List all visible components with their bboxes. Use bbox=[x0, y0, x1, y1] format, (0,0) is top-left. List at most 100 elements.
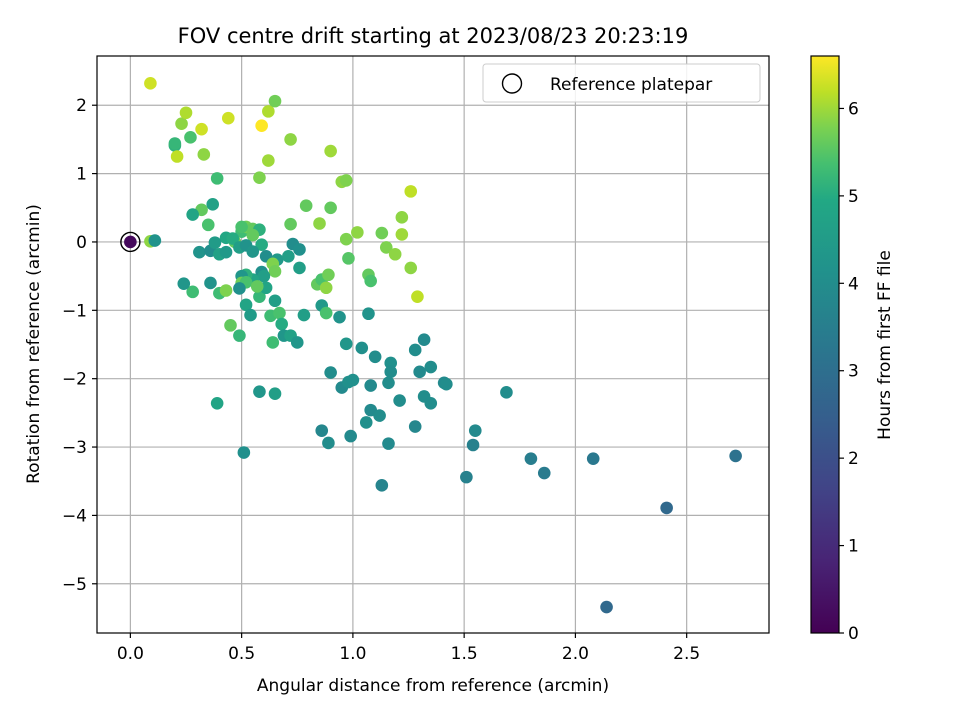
reference-marker-icon bbox=[120, 231, 141, 253]
data-point bbox=[600, 600, 613, 614]
data-point bbox=[275, 317, 288, 331]
data-point bbox=[344, 429, 357, 443]
data-point bbox=[359, 416, 373, 429]
data-point bbox=[293, 243, 306, 256]
data-point bbox=[322, 268, 335, 282]
y-tick-label: −3 bbox=[62, 438, 87, 458]
data-point bbox=[253, 171, 266, 184]
reference-point bbox=[124, 235, 137, 249]
data-point bbox=[440, 377, 453, 391]
data-point bbox=[290, 336, 304, 349]
data-point bbox=[384, 365, 398, 379]
data-point bbox=[408, 420, 422, 433]
data-point bbox=[382, 437, 395, 450]
grid bbox=[97, 56, 769, 633]
y-tick-label: −4 bbox=[62, 506, 87, 526]
data-point bbox=[333, 310, 346, 324]
colorbar-gradient bbox=[811, 56, 839, 633]
colorbar-tick-label: 4 bbox=[848, 274, 859, 294]
y-tick-label: −1 bbox=[62, 301, 87, 321]
data-point bbox=[266, 336, 280, 349]
data-point bbox=[235, 220, 248, 234]
data-point bbox=[244, 308, 257, 322]
data-point bbox=[282, 250, 295, 263]
data-point bbox=[324, 366, 337, 379]
data-point bbox=[257, 269, 271, 283]
data-point bbox=[346, 373, 360, 387]
data-point bbox=[342, 252, 355, 265]
x-tick-label: 2.0 bbox=[562, 644, 589, 664]
data-point bbox=[319, 306, 333, 320]
data-point bbox=[201, 218, 215, 232]
data-point bbox=[384, 356, 398, 370]
y-tick-label: −5 bbox=[62, 575, 87, 595]
data-point bbox=[466, 438, 480, 452]
data-point bbox=[168, 137, 182, 150]
data-point bbox=[186, 285, 199, 299]
colorbar-frame bbox=[810, 55, 840, 634]
data-point bbox=[226, 232, 240, 245]
legend-box bbox=[482, 63, 761, 103]
colorbar-tick-label: 2 bbox=[848, 449, 859, 469]
data-point bbox=[537, 466, 551, 480]
data-point bbox=[364, 379, 377, 392]
data-point bbox=[184, 131, 197, 144]
data-point bbox=[373, 409, 386, 422]
data-point bbox=[268, 265, 282, 278]
data-point bbox=[313, 217, 326, 230]
data-point bbox=[246, 245, 260, 258]
data-point bbox=[219, 284, 233, 297]
data-point bbox=[237, 446, 251, 459]
data-point bbox=[468, 424, 482, 437]
data-point bbox=[382, 376, 395, 390]
data-point bbox=[299, 199, 313, 213]
data-point bbox=[262, 105, 275, 118]
x-tick-label: 0.0 bbox=[117, 644, 144, 664]
data-point bbox=[355, 341, 369, 355]
data-point bbox=[179, 106, 193, 120]
reference-marker-group bbox=[120, 231, 141, 253]
legend: Reference platepar bbox=[482, 63, 761, 103]
data-point bbox=[324, 144, 337, 158]
colorbar-tick-label: 6 bbox=[848, 99, 859, 119]
data-point bbox=[351, 226, 364, 239]
colorbar-ticks: 0 1 2 3 4 5 6 bbox=[839, 99, 859, 644]
data-point bbox=[524, 452, 538, 465]
data-point bbox=[322, 436, 335, 450]
data-point bbox=[210, 172, 224, 185]
data-point bbox=[177, 277, 191, 290]
y-tick-label: −2 bbox=[62, 370, 87, 390]
data-point bbox=[500, 386, 513, 399]
y-tick-label: 2 bbox=[76, 96, 87, 116]
data-point bbox=[193, 245, 206, 259]
data-point bbox=[375, 226, 389, 240]
data-point bbox=[368, 350, 382, 364]
colorbar: 0 1 2 3 4 5 6 Hours from first FF file bbox=[810, 55, 895, 644]
data-point bbox=[404, 261, 418, 275]
data-point bbox=[375, 479, 389, 492]
colorbar-tick-label: 3 bbox=[848, 362, 859, 382]
data-point bbox=[293, 261, 306, 275]
data-point bbox=[239, 298, 253, 312]
x-tick-label: 1.0 bbox=[339, 644, 366, 664]
data-point bbox=[460, 470, 473, 484]
y-axis: 2 1 0 −1 −2 −3 −4 −5 bbox=[62, 96, 97, 595]
data-point bbox=[413, 365, 426, 379]
data-point bbox=[221, 111, 235, 125]
data-point bbox=[204, 276, 217, 290]
x-tick-label: 1.5 bbox=[451, 644, 478, 664]
data-point bbox=[284, 133, 297, 146]
data-point bbox=[284, 217, 297, 231]
data-point bbox=[379, 241, 393, 254]
data-point bbox=[253, 385, 266, 398]
y-axis-label: Rotation from reference (arcmin) bbox=[24, 204, 44, 484]
data-point bbox=[324, 201, 337, 215]
data-point bbox=[253, 290, 266, 303]
data-point bbox=[250, 280, 264, 293]
data-point bbox=[395, 211, 409, 224]
data-point bbox=[170, 150, 184, 163]
data-point bbox=[262, 154, 275, 167]
data-point bbox=[224, 319, 237, 332]
